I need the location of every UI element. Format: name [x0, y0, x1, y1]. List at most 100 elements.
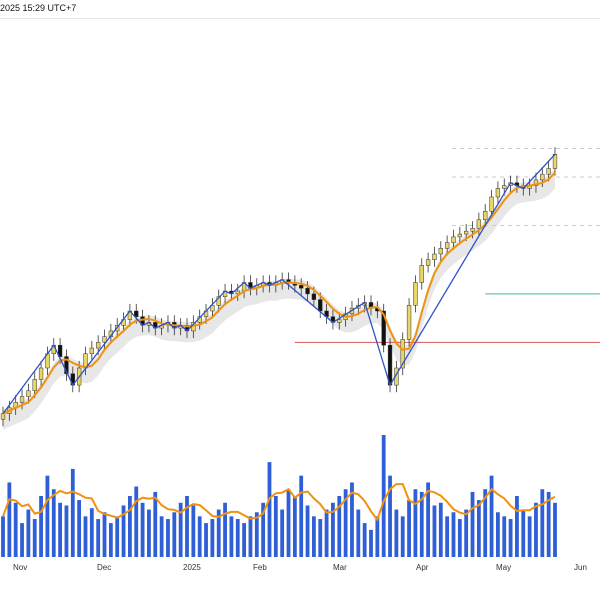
- volume-bar-26: [166, 519, 170, 557]
- x-tick-may: May: [496, 563, 512, 572]
- volume-bar-84: [534, 502, 538, 557]
- volume-bar-13: [83, 516, 88, 557]
- candle-body-65: [413, 282, 418, 306]
- candle-body-6: [38, 367, 44, 380]
- candle-body-87: [552, 154, 558, 169]
- volume-bar-73: [464, 509, 469, 557]
- candle-body-86: [546, 168, 551, 175]
- volume-bar-77: [489, 475, 494, 557]
- candle-body-75: [476, 219, 482, 229]
- volume-bar-57: [362, 523, 367, 557]
- volume-bar-41: [261, 502, 266, 557]
- volume-bar-58: [369, 529, 373, 557]
- candle-body-70: [444, 242, 450, 249]
- candle-body-48: [305, 287, 310, 295]
- x-tick-jun: Jun: [574, 563, 587, 572]
- volume-bar-36: [229, 516, 234, 557]
- volume-bar-51: [324, 509, 329, 557]
- volume-bar-63: [400, 516, 405, 557]
- volume-bar-28: [178, 502, 183, 557]
- candle-body-79: [502, 185, 507, 189]
- volume-bar-83: [527, 516, 532, 557]
- volume-bar-35: [223, 502, 227, 557]
- volume-bar-32: [204, 523, 208, 557]
- volume-bar-42: [267, 462, 272, 557]
- candle-body-85: [540, 173, 545, 181]
- volume-bar-76: [483, 489, 488, 557]
- volume-bar-47: [299, 475, 304, 557]
- volume-bar-37: [235, 519, 240, 557]
- candle-body-69: [438, 248, 443, 255]
- volume-bar-69: [438, 502, 443, 557]
- volume-bar-38: [242, 523, 247, 557]
- volume-bar-87: [553, 502, 557, 557]
- volume-bar-39: [248, 516, 253, 557]
- volume-bar-21: [134, 486, 139, 557]
- volume-bar-53: [337, 496, 342, 557]
- volume-bar-80: [508, 519, 513, 557]
- candle-body-3: [19, 396, 25, 403]
- volume-bar-43: [273, 496, 278, 557]
- header-divider: [0, 18, 600, 19]
- volume-bar-70: [445, 516, 450, 557]
- volume-bar-24: [153, 491, 158, 557]
- volume-bar-2: [13, 502, 18, 557]
- volume-bar-50: [318, 519, 323, 557]
- volume-bar-8: [51, 489, 56, 557]
- moving-average-line: [2, 171, 556, 415]
- volume-bar-31: [197, 516, 202, 557]
- candle-body-78: [495, 188, 501, 198]
- volume-bar-18: [115, 516, 120, 557]
- volume-bar-81: [515, 496, 519, 557]
- candle-body-72: [457, 233, 462, 238]
- candle-body-68: [432, 253, 437, 260]
- volume-bar-33: [210, 519, 215, 557]
- volume-bar-14: [89, 508, 94, 557]
- channel-band: [3, 168, 555, 430]
- candle-body-34: [216, 296, 221, 306]
- volume-bar-72: [457, 519, 462, 557]
- volume-bar-23: [147, 509, 151, 557]
- volume-bar-0: [1, 516, 5, 557]
- volume-bar-62: [394, 509, 399, 557]
- volume-bar-61: [388, 475, 392, 557]
- volume-bar-71: [451, 512, 456, 557]
- volume-bar-56: [356, 509, 361, 557]
- volume-bar-19: [121, 505, 126, 557]
- volume-bar-46: [292, 496, 297, 557]
- candle-body-47: [299, 285, 304, 289]
- header-timestamp: 2025 15:29 UTC+7: [0, 3, 77, 13]
- volume-bar-75: [476, 500, 481, 557]
- volume-bar-64: [407, 500, 411, 557]
- candle-body-10: [64, 356, 69, 374]
- x-tick-mar: Mar: [333, 563, 347, 572]
- candle-body-67: [425, 259, 431, 266]
- volume-bar-10: [64, 505, 69, 557]
- candle-body-66: [419, 265, 424, 283]
- volume-bar-16: [102, 512, 107, 557]
- volume-bar-9: [58, 502, 63, 557]
- volume-bar-65: [413, 489, 418, 557]
- volume-bar-60: [381, 435, 386, 557]
- candle-body-21: [134, 310, 139, 317]
- candle-body-71: [451, 236, 456, 243]
- volume-bar-48: [305, 505, 310, 557]
- volume-bar-59: [375, 516, 380, 557]
- volume-bar-55: [350, 482, 354, 557]
- volume-bar-15: [96, 519, 101, 557]
- volume-bar-49: [311, 516, 316, 557]
- volume-bar-66: [419, 491, 424, 557]
- volume-bar-68: [432, 505, 437, 557]
- volume-bar-79: [502, 516, 507, 557]
- x-tick-nov: Nov: [13, 563, 28, 572]
- volume-bar-40: [254, 512, 259, 557]
- volume-bar-85: [540, 489, 545, 557]
- volume-bar-86: [546, 491, 551, 557]
- volume-bar-7: [45, 475, 50, 557]
- x-tick-dec: Dec: [97, 563, 112, 572]
- candle-body-15: [96, 342, 101, 349]
- volume-bar-22: [140, 502, 145, 557]
- zigzag-line: [2, 153, 556, 414]
